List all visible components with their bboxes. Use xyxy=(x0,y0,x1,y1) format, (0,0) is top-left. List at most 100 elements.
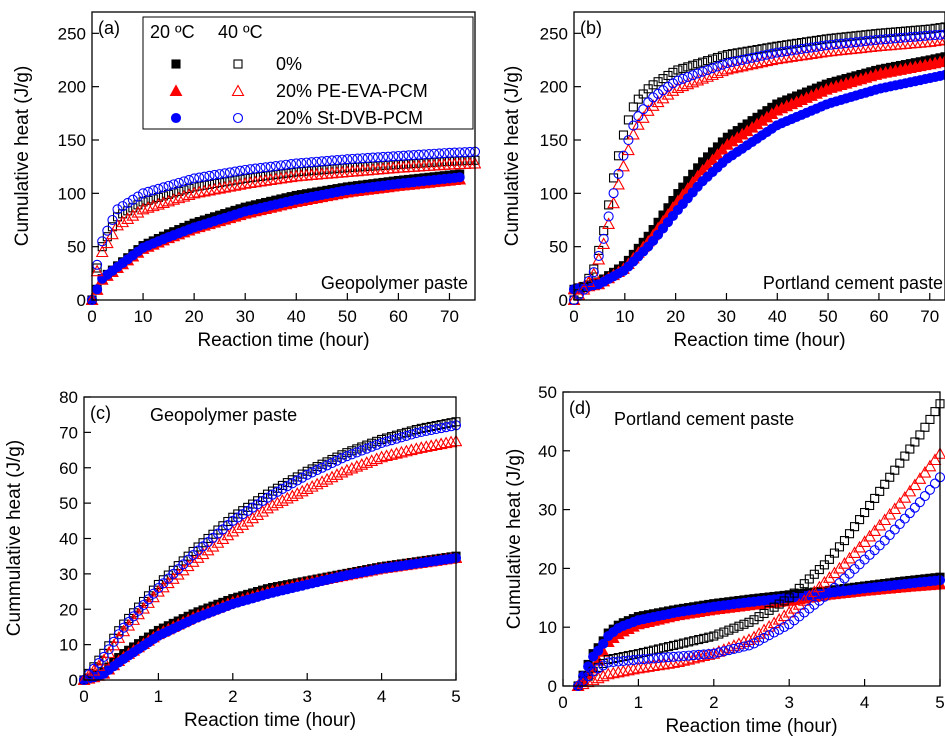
data-point xyxy=(587,267,601,280)
data-point xyxy=(391,433,402,444)
y-tick-label: 20 xyxy=(59,600,78,619)
data-markers xyxy=(568,22,945,306)
data-point xyxy=(177,189,191,202)
data-point xyxy=(925,30,936,41)
data-point xyxy=(267,489,278,500)
data-point xyxy=(918,465,932,478)
data-point xyxy=(764,630,775,641)
data-point xyxy=(693,649,704,660)
panel-label: (a) xyxy=(98,18,120,38)
x-tick-label: 30 xyxy=(236,307,255,326)
data-point xyxy=(141,201,155,213)
data-point xyxy=(300,482,314,495)
data-point xyxy=(910,25,920,35)
data-point xyxy=(938,54,945,67)
data-point xyxy=(621,143,635,156)
data-point xyxy=(189,173,200,184)
data-point xyxy=(723,645,734,656)
data-point xyxy=(653,652,664,664)
data-point xyxy=(105,227,119,240)
data-point xyxy=(757,44,767,54)
data-point xyxy=(809,46,823,59)
data-point xyxy=(717,643,731,655)
data-point xyxy=(132,191,144,202)
data-point xyxy=(686,75,700,88)
x-tick-label: 20 xyxy=(666,307,685,326)
data-point xyxy=(409,442,423,454)
data-point xyxy=(401,430,412,441)
data-point xyxy=(117,201,128,212)
data-point xyxy=(920,30,931,41)
data-point xyxy=(237,509,248,520)
data-point xyxy=(915,25,925,35)
y-tick-label: 40 xyxy=(59,530,78,549)
data-point xyxy=(272,483,282,493)
data-point xyxy=(870,35,881,46)
data-point xyxy=(677,73,688,84)
data-point xyxy=(317,462,328,473)
data-point xyxy=(380,449,393,462)
data-point xyxy=(895,26,906,37)
data-point xyxy=(770,52,784,65)
y-tick-label: 0 xyxy=(559,291,568,310)
data-point xyxy=(127,613,141,625)
x-tick-label: 0 xyxy=(569,307,578,326)
data-point xyxy=(750,56,764,69)
data-point xyxy=(684,637,694,647)
data-point xyxy=(814,565,824,575)
data-point xyxy=(702,64,713,75)
data-point xyxy=(588,267,599,278)
data-point xyxy=(233,509,243,519)
data-point xyxy=(345,461,359,474)
data-point xyxy=(910,31,921,42)
data-point xyxy=(678,63,688,73)
data-point xyxy=(342,154,353,165)
x-tick-label: 70 xyxy=(920,307,939,326)
data-point xyxy=(748,638,760,649)
legend-marker-open xyxy=(232,112,244,124)
data-point xyxy=(138,599,149,611)
data-point xyxy=(648,80,658,90)
data-point xyxy=(806,42,817,53)
x-tick-label: 60 xyxy=(869,307,888,326)
data-point xyxy=(444,147,455,158)
data-point xyxy=(372,152,384,163)
data-point xyxy=(454,172,465,183)
data-point xyxy=(204,170,215,181)
data-point xyxy=(692,650,706,663)
data-point xyxy=(88,663,99,674)
data-point xyxy=(138,188,149,199)
data-point xyxy=(242,505,253,516)
data-point xyxy=(930,23,940,33)
data-point xyxy=(744,617,754,627)
data-point xyxy=(238,506,248,516)
data-point xyxy=(146,199,160,212)
data-point xyxy=(591,671,605,684)
data-point xyxy=(861,30,871,40)
data-point xyxy=(235,165,246,176)
data-point xyxy=(923,459,937,472)
data-point xyxy=(928,34,942,47)
x-tick-label: 0 xyxy=(558,693,567,712)
plot-frame xyxy=(562,391,941,687)
data-point xyxy=(361,443,372,454)
data-point xyxy=(377,434,387,445)
data-point xyxy=(603,211,614,222)
data-point xyxy=(192,185,206,198)
data-point xyxy=(393,150,404,162)
data-point xyxy=(668,651,679,662)
data-point xyxy=(269,172,283,185)
data-point xyxy=(347,446,357,456)
y-tick-label: 200 xyxy=(58,78,86,97)
data-point xyxy=(103,644,114,655)
data-point xyxy=(672,75,683,86)
data-point xyxy=(713,647,724,658)
data-point xyxy=(301,157,312,168)
data-point xyxy=(332,452,342,462)
y-tick-label: 30 xyxy=(59,565,78,584)
data-point xyxy=(646,99,660,111)
data-point xyxy=(732,637,746,649)
data-point xyxy=(411,428,422,439)
data-point xyxy=(699,633,709,643)
data-point xyxy=(834,542,845,552)
